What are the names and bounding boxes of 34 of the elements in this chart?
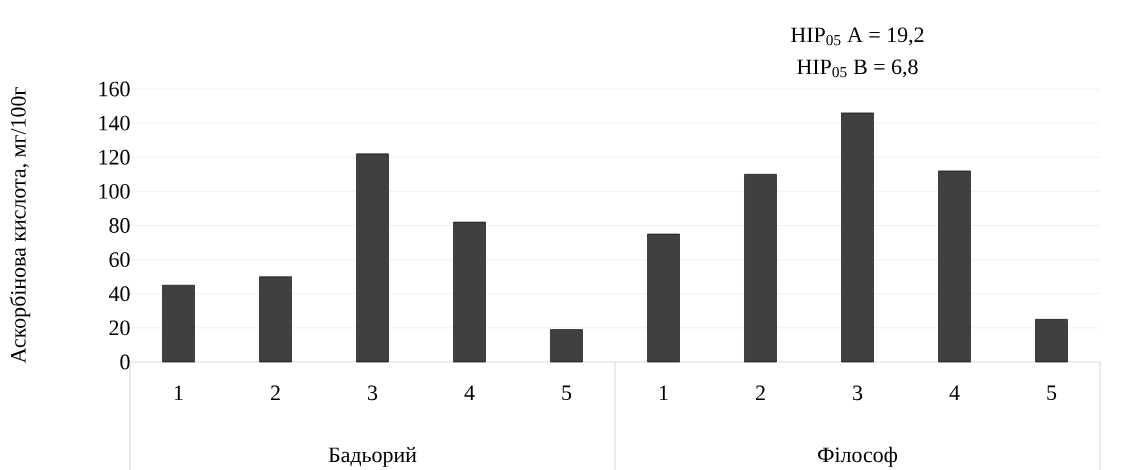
y-tick-label: 120 [99, 149, 130, 165]
bar [550, 329, 583, 363]
y-tick-label: 140 [99, 115, 130, 131]
x-tick-label: 2 [270, 385, 280, 401]
x-tick-label: 2 [755, 385, 765, 401]
text: HIP$_{05}$ B = 6,8 [797, 59, 918, 78]
y-tick-label: 0 [120, 354, 130, 370]
y-tick-label: 100 [99, 183, 130, 199]
x-tick-label: 3 [368, 385, 378, 401]
x-tick-label: 5 [1047, 385, 1057, 401]
bar [453, 221, 486, 363]
y-axis-title: Аскорбінова кислота, мг/100г [9, 87, 31, 364]
y-tick-label: 60 [109, 252, 130, 268]
bar [841, 112, 874, 363]
text: Бадьорий [328, 447, 417, 467]
y-tick-label: 20 [109, 320, 130, 336]
bar [356, 153, 389, 363]
bar [259, 276, 292, 363]
text: HIP$_{05}$ A = 19,2 [791, 27, 924, 46]
text: Філософ [818, 446, 898, 467]
bar [1035, 319, 1068, 363]
y-tick-label: 160 [99, 81, 130, 97]
bar [162, 284, 195, 363]
x-tick-label: 5 [562, 385, 572, 401]
bar [647, 233, 680, 363]
y-tick-label: 40 [108, 286, 130, 302]
y-tick-label: 80 [109, 218, 130, 233]
x-tick-label: 4 [949, 385, 960, 400]
x-tick-label: 1 [659, 385, 668, 400]
x-tick-label: 4 [464, 385, 475, 400]
x-tick-label: 1 [174, 385, 183, 400]
bar [744, 174, 777, 363]
bar [938, 170, 971, 363]
x-tick-label: 3 [853, 385, 863, 401]
